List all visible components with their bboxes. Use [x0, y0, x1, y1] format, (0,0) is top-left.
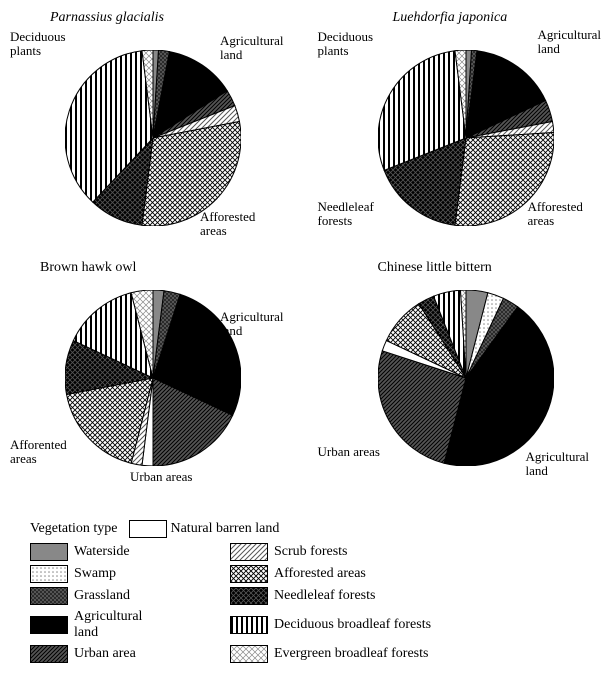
legend-row: Waterside	[30, 543, 230, 561]
legend: Vegetation type Natural barren land Wate…	[10, 520, 605, 663]
legend-row: Evergreen broadleaf forests	[230, 645, 490, 663]
slice-label: Needleleaf forests	[318, 200, 374, 229]
swatch-agri	[30, 616, 68, 634]
swatch-barren	[129, 520, 167, 538]
slice-label: Urban areas	[318, 445, 380, 459]
chart-c1: Parnassius glacialis Agricultural land Aff…	[10, 10, 290, 250]
slice-label: Agricultural land	[526, 450, 590, 479]
chart-title: Luehdorfia japonica	[393, 10, 508, 26]
pie	[65, 50, 241, 226]
charts-grid: Parnassius glacialis Agricultural land Aff…	[10, 10, 605, 500]
swatch-grassland	[30, 587, 68, 605]
legend-label: Urban area	[74, 646, 136, 662]
swatch-waterside	[30, 543, 68, 561]
slice-label: Agricultural land	[538, 28, 602, 57]
slice-label: Afforested areas	[200, 210, 255, 239]
chart-c3: Brown hawk owl Agricultural land Urban are…	[10, 260, 290, 500]
swatch-swamp	[30, 565, 68, 583]
legend-title: Vegetation type	[30, 521, 117, 537]
chart-title: Chinese little bittern	[378, 260, 492, 276]
slice-label: Deciduous plants	[10, 30, 66, 59]
swatch-deciduous	[230, 616, 268, 634]
legend-label: Natural barren land	[170, 521, 279, 536]
slice-label: Deciduous plants	[318, 30, 374, 59]
slice-label: Afforested areas	[528, 200, 583, 229]
swatch-scrub	[230, 543, 268, 561]
legend-label: Agricultural land	[74, 609, 142, 641]
legend-row: Needleleaf forests	[230, 587, 490, 605]
chart-c2: Luehdorfia japonicaAgricultural landAffo…	[318, 10, 598, 250]
chart-c4: Chinese little bittern Agricultural land U…	[318, 260, 598, 500]
legend-row: Afforested areas	[230, 565, 490, 583]
legend-row: Deciduous broadleaf forests	[230, 609, 490, 641]
slice-label: Agricultural land	[220, 34, 284, 63]
legend-row: Swamp	[30, 565, 230, 583]
legend-label: Swamp	[74, 566, 116, 582]
legend-row: Agricultural land	[30, 609, 230, 641]
legend-label: Needleleaf forests	[274, 588, 375, 604]
swatch-urban	[30, 645, 68, 663]
legend-label: Deciduous broadleaf forests	[274, 617, 431, 633]
slice-label: Urban areas	[130, 470, 192, 484]
legend-label: Waterside	[74, 544, 130, 560]
swatch-needleleaf	[230, 587, 268, 605]
legend-row: Urban area	[30, 645, 230, 663]
chart-title: Brown hawk owl	[40, 260, 136, 276]
legend-label: Scrub forests	[274, 544, 348, 560]
legend-label: Grassland	[74, 588, 130, 604]
pie	[65, 290, 241, 466]
legend-label: Afforested areas	[274, 566, 366, 582]
swatch-afforested	[230, 565, 268, 583]
pie	[378, 290, 554, 466]
legend-row: Scrub forests	[230, 543, 490, 561]
legend-label: Evergreen broadleaf forests	[274, 646, 428, 662]
legend-grid: Waterside Scrub forests Swamp Afforested ar…	[30, 543, 605, 663]
slice-label: Agricultural land	[220, 310, 284, 339]
slice-label: Afforented areas	[10, 438, 67, 467]
swatch-evergreen	[230, 645, 268, 663]
chart-title: Parnassius glacialis	[50, 10, 164, 26]
legend-row: Grassland	[30, 587, 230, 605]
